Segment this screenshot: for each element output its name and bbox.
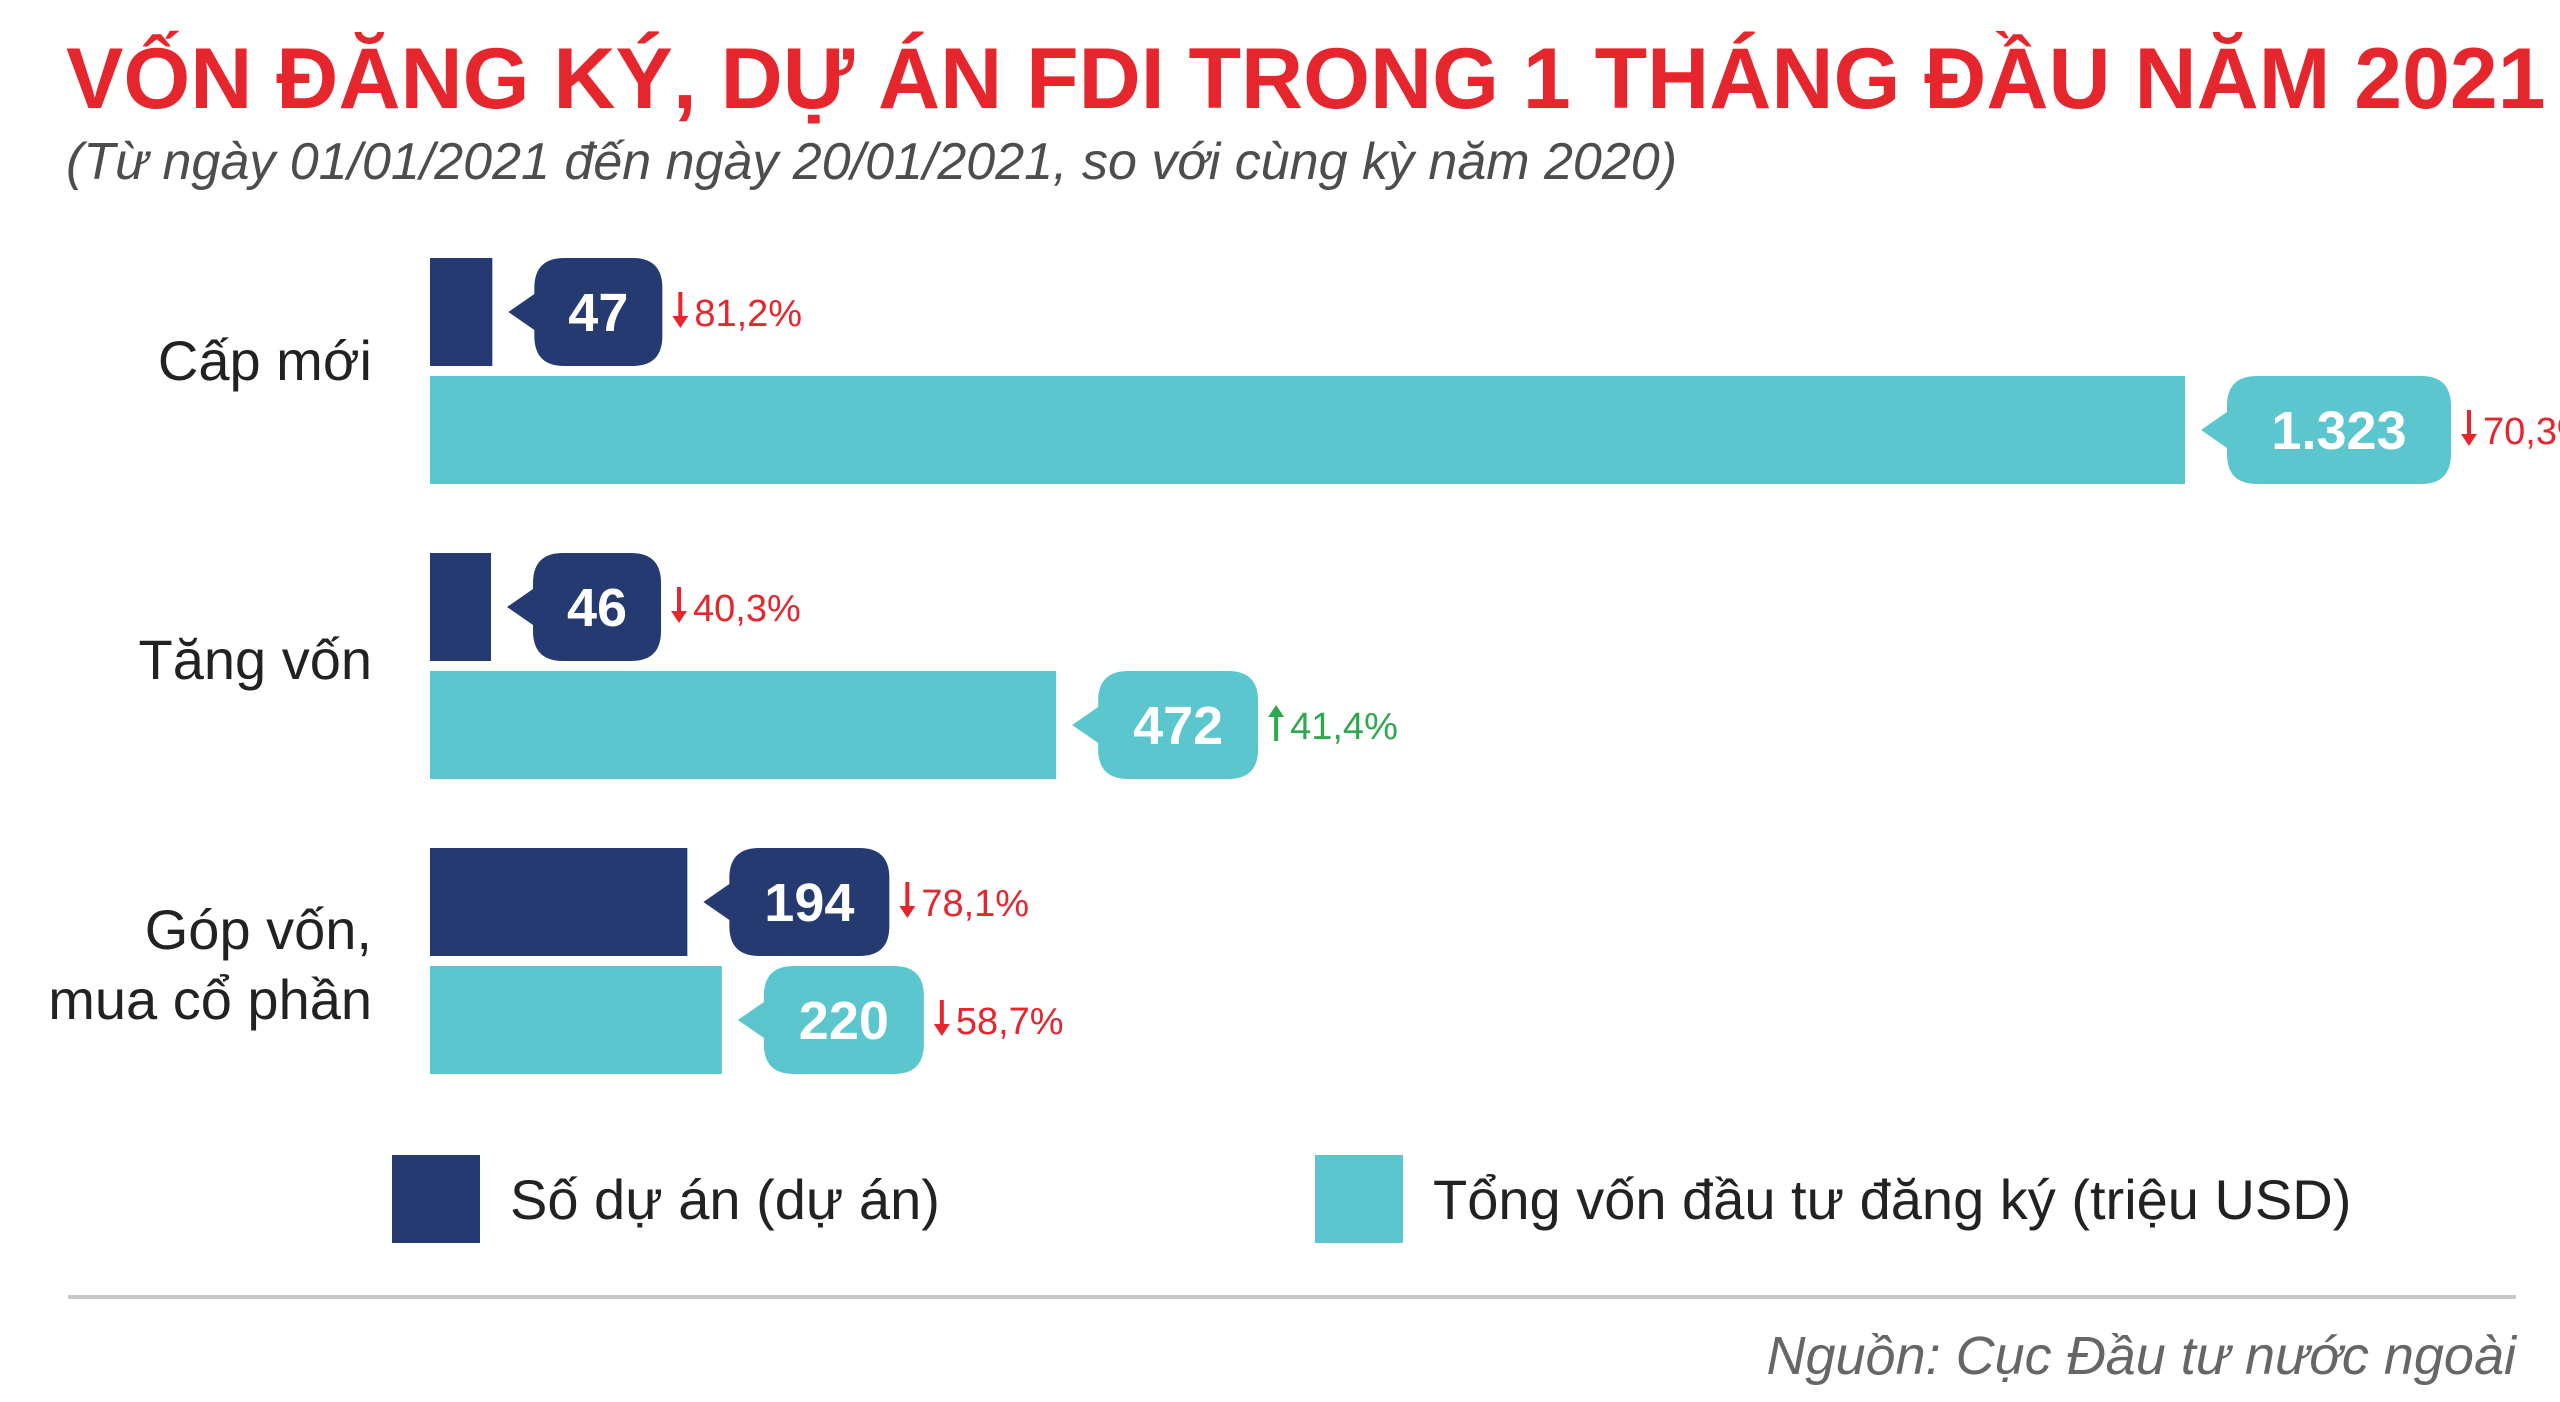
- callout-capital-0: [2201, 376, 2451, 484]
- change-arrow-capital-0: [2461, 410, 2477, 446]
- callout-capital-1: [1072, 671, 1259, 779]
- legend-item-capital: Tổng vốn đầu tư đăng ký (triệu USD): [1315, 1155, 2351, 1243]
- change-arrow-projects-1: [671, 587, 688, 623]
- bar-capital-1: [430, 671, 1057, 779]
- legend-label-capital: Tổng vốn đầu tư đăng ký (triệu USD): [1433, 1167, 2352, 1231]
- callout-projects-0: [508, 258, 663, 366]
- change-arrow-capital-2: [933, 1000, 950, 1036]
- legend-label-projects: Số dự án (dự án): [510, 1167, 940, 1231]
- data-label-projects-0: 47: [568, 283, 628, 343]
- legend-swatch-projects: [392, 1155, 480, 1243]
- callout-projects-2: [703, 848, 890, 956]
- change-label-capital-0: 70,3%: [2483, 411, 2560, 453]
- change-label-projects-0: 81,2%: [694, 293, 802, 335]
- bar-capital-2: [430, 966, 722, 1074]
- bar-projects-2: [430, 848, 688, 956]
- change-label-capital-2: 58,7%: [956, 1001, 1064, 1043]
- bar-projects-1: [430, 553, 492, 661]
- bar-chart: 47 81,2% 1.323 70,3% 46 40,3% 472 41,4% 194 78,1%…: [430, 258, 2560, 1074]
- data-label-capital-2: 220: [799, 991, 889, 1051]
- change-label-projects-2: 78,1%: [921, 883, 1029, 925]
- legend-item-projects: Số dự án (dự án): [392, 1155, 940, 1243]
- data-label-projects-1: 46: [567, 578, 627, 638]
- category-label-increase: Tăng vốn: [138, 628, 373, 691]
- data-label-projects-2: 194: [764, 873, 854, 933]
- change-label-projects-1: 40,3%: [693, 588, 801, 630]
- bar-projects-0: [430, 258, 493, 366]
- change-arrow-projects-2: [899, 882, 916, 918]
- bar-capital-0: [430, 376, 2185, 484]
- callout-capital-2: [737, 966, 924, 1074]
- chart-subtitle: (Từ ngày 01/01/2021 đến ngày 20/01/2021,…: [66, 133, 1678, 191]
- category-label-contribution: Góp vốn, mua cổ phần: [48, 898, 372, 1031]
- change-label-capital-1: 41,4%: [1290, 706, 1398, 748]
- legend-swatch-capital: [1315, 1155, 1403, 1243]
- change-arrow-capital-1: [1268, 705, 1285, 741]
- source-note: Nguồn: Cục Đầu tư nước ngoài: [1766, 1326, 2517, 1386]
- divider: [68, 1295, 2516, 1299]
- data-label-capital-1: 472: [1133, 696, 1223, 756]
- chart-title: VỐN ĐĂNG KÝ, DỰ ÁN FDI TRONG 1 THÁNG ĐẦU…: [66, 31, 2546, 127]
- change-arrow-projects-0: [672, 292, 689, 328]
- callout-projects-1: [507, 553, 662, 661]
- data-label-capital-0: 1.323: [2271, 401, 2406, 461]
- category-label-new: Cấp mới: [157, 329, 372, 392]
